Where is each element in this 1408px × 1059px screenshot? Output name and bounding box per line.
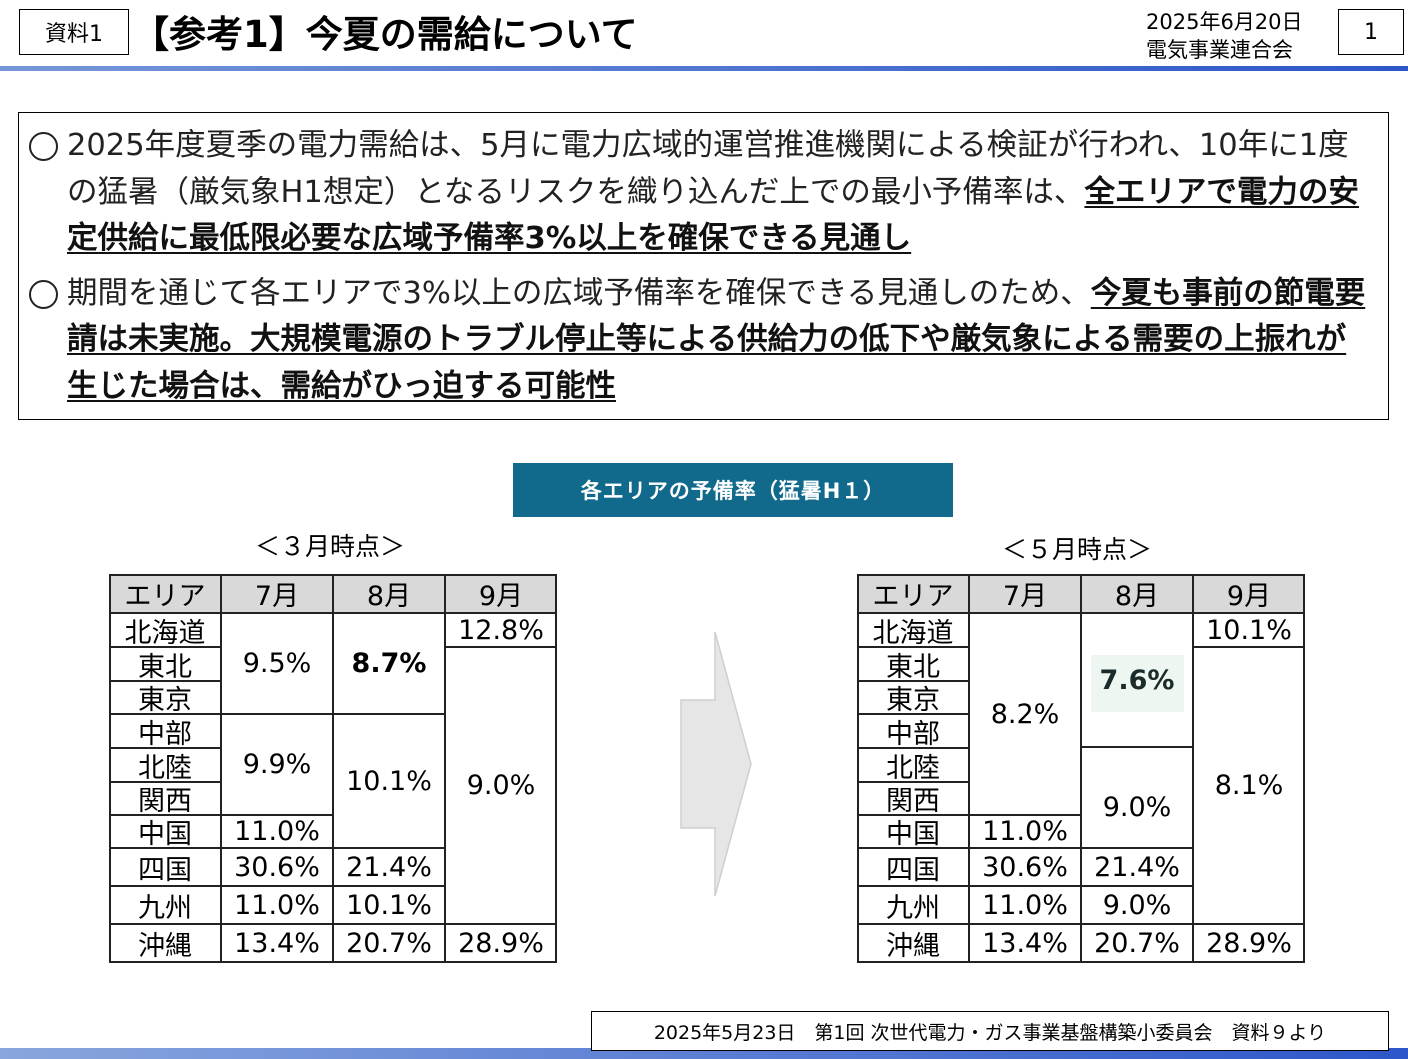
section-banner: 各エリアの予備率（猛暑H１） (513, 463, 953, 517)
area-kyushu: 九州 (109, 886, 221, 924)
august-min-value: 7.6% (1099, 664, 1175, 696)
july-value-cell: 30.6% (969, 848, 1081, 886)
header-july: 7月 (969, 574, 1081, 613)
document-date: 2025年6月20日 (1146, 10, 1303, 34)
value-highlight (1091, 655, 1184, 712)
bullet-2-emphasis: 今夏も事前の節電要請は未実施。大規模電源のトラブル停止等による供給力の低下や厳気… (67, 275, 1366, 404)
right-arrow-icon (680, 631, 752, 897)
july-value-cell: 13.4% (969, 924, 1081, 963)
area-okinawa: 沖縄 (857, 924, 969, 963)
march-reserve-table: エリア 7月 8月 9月 北海道 東北 東京 中部 北陸 関西 中国 四国 九州… (109, 574, 557, 963)
july-value-cell: 11.0% (969, 815, 1081, 848)
area-hokuriku: 北陸 (109, 748, 221, 784)
area-kansai: 関西 (109, 782, 221, 817)
page-title: 【参考1】今夏の需給について (132, 13, 638, 56)
circle-bullet-icon (29, 279, 58, 309)
july-value-cell: 11.0% (969, 886, 1081, 924)
september-value-cell: 8.1% (1193, 647, 1305, 924)
august-value-cell: 20.7% (1081, 924, 1193, 963)
organization-name: 電気事業連合会 (1146, 38, 1293, 62)
august-value-cell: 10.1% (333, 886, 445, 924)
area-chubu: 中部 (109, 714, 221, 750)
document-label: 資料1 (19, 9, 129, 55)
area-tokyo: 東京 (109, 681, 221, 716)
march-caption: ＜３月時点＞ (255, 532, 406, 561)
header-rule (0, 66, 1408, 71)
header-area: エリア (857, 574, 969, 613)
july-value-cell: 9.5% (221, 613, 333, 714)
august-value-cell: 21.4% (1081, 848, 1193, 886)
area-chubu: 中部 (857, 714, 969, 750)
bullet-1-emphasis: 全エリアで電力の安定供給に最低限必要な広域予備率3%以上を確保できる見通し (67, 174, 1359, 257)
source-note: 2025年5月23日 第1回 次世代電力・ガス事業基盤構築小委員会 資料９より (591, 1011, 1389, 1051)
summary-bullet-2: 期間を通じて各エリアで3%以上の広域予備率を確保できる見通しのため、今夏も事前の… (29, 271, 1376, 411)
july-value-cell: 13.4% (221, 924, 333, 963)
july-value-cell: 11.0% (221, 886, 333, 924)
summary-bullet-1: 2025年度夏季の電力需給は、5月に電力広域的運営推進機関による検証が行われ、1… (29, 123, 1376, 263)
header-july: 7月 (221, 574, 333, 613)
date-organization: 2025年6月20日 電気事業連合会 (1146, 8, 1303, 64)
august-value-cell: 20.7% (333, 924, 445, 963)
area-kansai: 関西 (857, 782, 969, 817)
area-hokuriku: 北陸 (857, 748, 969, 784)
area-tokyo: 東京 (857, 681, 969, 716)
area-hokkaido: 北海道 (109, 613, 221, 649)
september-value-cell: 12.8% (445, 613, 557, 647)
area-chugoku: 中国 (109, 815, 221, 850)
august-value-cell: 10.1% (333, 714, 445, 848)
header-august: 8月 (1081, 574, 1193, 613)
footer-rule (0, 1048, 1408, 1059)
august-value-cell: 9.0% (1081, 886, 1193, 924)
july-value-cell: 11.0% (221, 815, 333, 848)
may-reserve-table: エリア 7月 8月 9月 北海道 東北 東京 中部 北陸 関西 中国 四国 九州… (857, 574, 1305, 963)
july-value-cell: 9.9% (221, 714, 333, 815)
area-shikoku: 四国 (857, 848, 969, 886)
july-value-cell: 30.6% (221, 848, 333, 886)
header-area: エリア (109, 574, 221, 613)
july-value-cell: 8.2% (969, 613, 1081, 815)
august-value-text: 9.0% (1102, 792, 1172, 823)
september-value-cell: 9.0% (445, 647, 557, 924)
august-value-cell: 8.7% (333, 613, 445, 714)
circle-bullet-icon (29, 132, 58, 161)
area-chugoku: 中国 (857, 815, 969, 850)
area-tohoku: 東北 (109, 647, 221, 683)
header-september: 9月 (445, 574, 557, 613)
september-value-cell: 28.9% (445, 924, 557, 963)
area-kyushu: 九州 (857, 886, 969, 924)
area-shikoku: 四国 (109, 848, 221, 886)
header-september: 9月 (1193, 574, 1305, 613)
area-tohoku: 東北 (857, 647, 969, 683)
bullet-2-text: 期間を通じて各エリアで3%以上の広域予備率を確保できる見通しのため、 (67, 275, 1091, 311)
may-caption: ＜５月時点＞ (1002, 535, 1153, 564)
header-august: 8月 (333, 574, 445, 613)
august-value-cell: 7.6% (1081, 613, 1193, 747)
summary-box: 2025年度夏季の電力需給は、5月に電力広域的運営推進機関による検証が行われ、1… (18, 112, 1389, 420)
august-value-cell: 21.4% (333, 848, 445, 886)
area-okinawa: 沖縄 (109, 924, 221, 963)
page-number: 1 (1338, 9, 1404, 55)
area-hokkaido: 北海道 (857, 613, 969, 649)
bullet-1-text: 2025年度夏季の電力需給は、5月に電力広域的運営推進機関による検証が行われ、1… (67, 128, 1349, 210)
august-value-cell: 9.0% (1081, 747, 1193, 848)
september-value-cell: 10.1% (1193, 613, 1305, 647)
september-value-cell: 28.9% (1193, 924, 1305, 963)
